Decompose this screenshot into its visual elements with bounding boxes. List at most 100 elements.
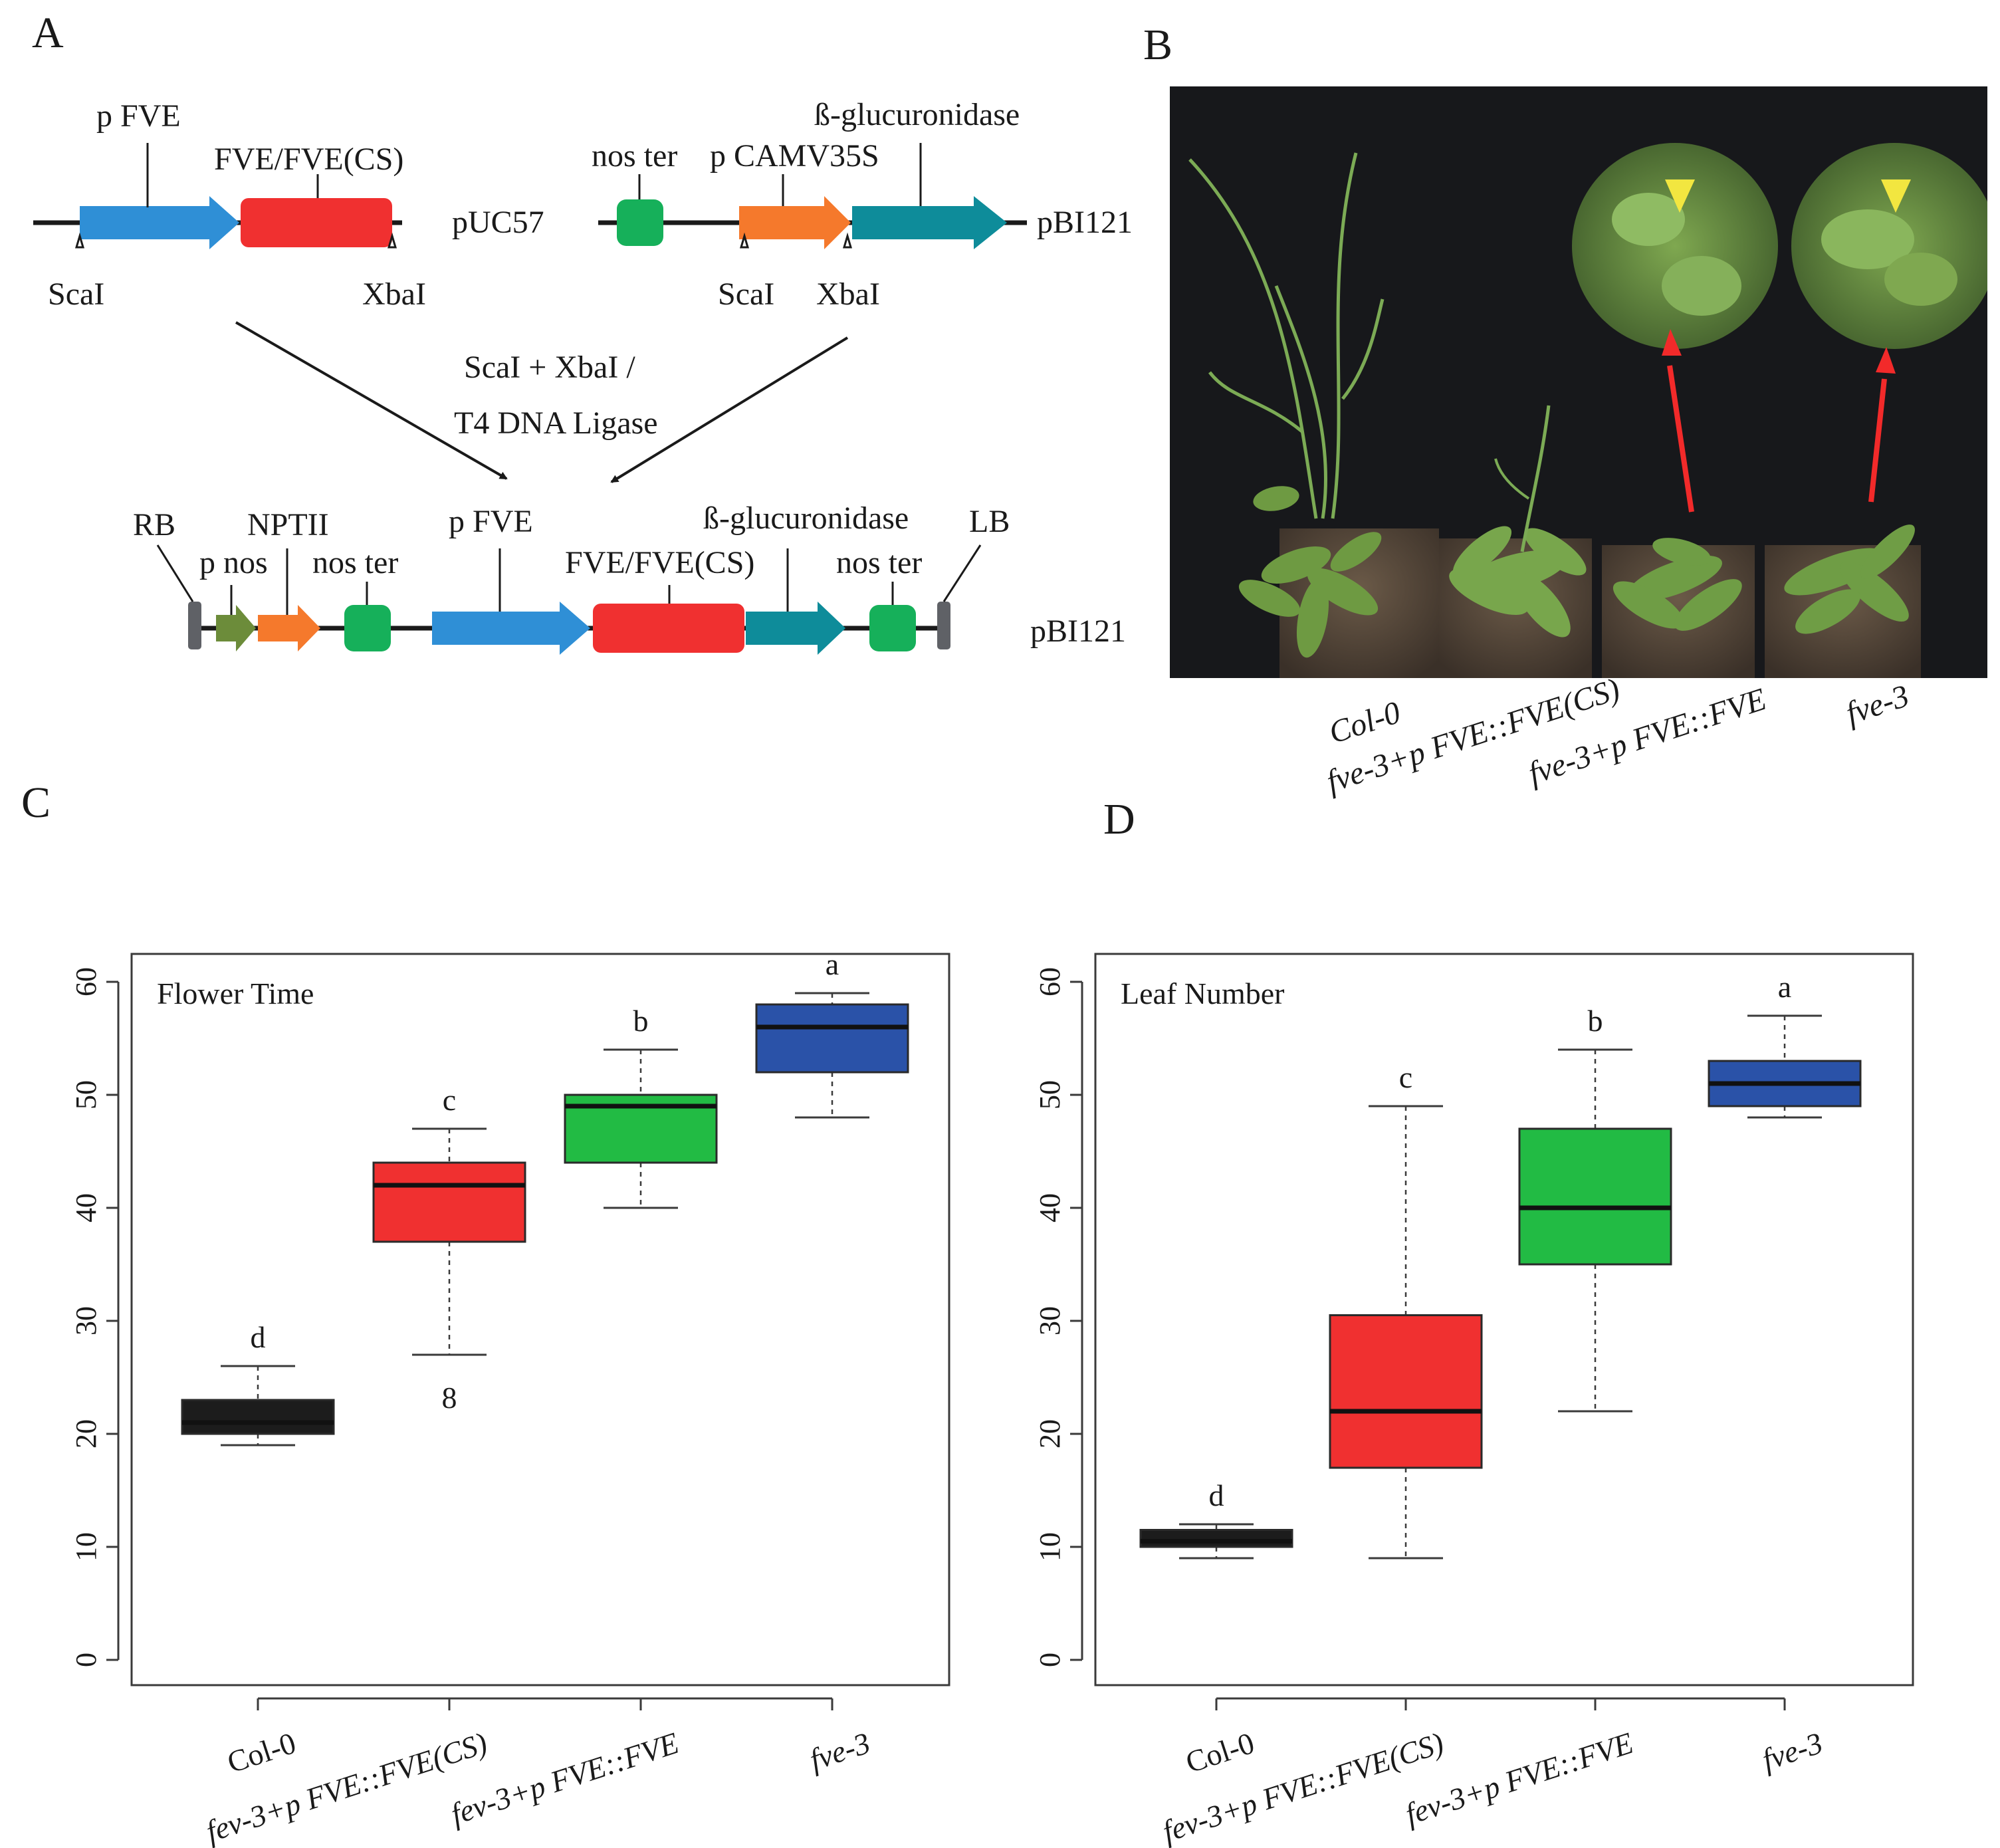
pfve-arrow (80, 196, 239, 249)
label-fve-gene-final: FVE/FVE(CS) (565, 545, 754, 580)
lb-border (937, 602, 950, 649)
box-iqr (372, 1161, 526, 1243)
label-gus-a: ß-glucuronidase (814, 97, 1020, 132)
yellow-arrow-1 (1665, 179, 1695, 213)
y-tick-label: 0 (1034, 1653, 1066, 1667)
label-nos-ter-1: nos ter (312, 545, 398, 580)
label-xbai-2: XbaI (816, 277, 880, 312)
plot-frame (130, 953, 950, 1686)
label-nos-ter-2: nos ter (836, 545, 922, 580)
red-arrow-1 (1667, 365, 1694, 513)
label-rb: RB (133, 507, 175, 542)
xbai-site-marker (387, 232, 397, 249)
label-vector-pbi121-final: pBI121 (1030, 614, 1126, 649)
red-arrow-2 (1868, 378, 1887, 503)
significance-letter: c (443, 1083, 456, 1117)
label-scai-1: ScaI (48, 277, 104, 312)
label-pcamv35s: p CAMV35S (710, 138, 879, 173)
outlier-label: 8 (442, 1381, 457, 1415)
fve-gene-box (241, 198, 392, 247)
chart-title: Leaf Number (1121, 977, 1285, 1010)
significance-letter: d (251, 1320, 266, 1354)
xbai-site-marker-2 (842, 232, 853, 249)
reaction-label-1: ScaI + XbaI / (464, 350, 635, 385)
x-tick-label: fve-3 (1758, 1726, 1827, 1777)
label-scai-2: ScaI (718, 277, 774, 312)
box-iqr (181, 1399, 335, 1435)
plant-photo (1170, 86, 1987, 678)
significance-letter: a (826, 947, 839, 981)
label-pfve: p FVE (96, 98, 181, 134)
nos-ter-box-1 (344, 605, 391, 651)
box-iqr (1139, 1529, 1293, 1548)
y-tick-label: 10 (70, 1532, 102, 1561)
ligation-arrow-left (235, 321, 508, 480)
panel-letter-c: C (21, 778, 51, 827)
plant-col0 (1188, 152, 1385, 519)
photo-label-col0: Col-0 (1325, 695, 1404, 751)
significance-letter: a (1778, 970, 1791, 1004)
panel-letter-b: B (1143, 21, 1173, 69)
gus-arrow-final (746, 602, 845, 655)
y-tick-label: 0 (70, 1653, 102, 1667)
box-iqr (755, 1003, 909, 1074)
x-tick-label: Col-0 (223, 1726, 300, 1780)
y-tick-label: 60 (1034, 967, 1066, 996)
construct-pbi121-final: RB p nos NPTII nos ter p FVE FVE/FVE(CS)… (133, 501, 1126, 655)
significance-letter: c (1399, 1060, 1412, 1094)
ligation-arrow-right (610, 336, 849, 483)
y-tick-label: 50 (70, 1080, 102, 1109)
nos-ter-box-2 (869, 605, 916, 651)
photo-genotype-labels: Col-0 fve-3+p FVE::FVE(CS) fve-3+p FVE::… (1322, 671, 1914, 800)
gus-arrow (852, 196, 1007, 249)
label-fve-gene: FVE/FVE(CS) (214, 142, 403, 177)
y-tick-label: 30 (1034, 1306, 1066, 1335)
y-tick-label: 20 (1034, 1419, 1066, 1448)
significance-letter: b (633, 1004, 649, 1038)
y-tick-label: 10 (1034, 1532, 1066, 1561)
scai-site-marker-2 (739, 232, 750, 249)
label-pfve-final: p FVE (449, 504, 533, 539)
label-xbai-1: XbaI (362, 277, 426, 312)
construct-pbi121-source: nos ter p CAMV35S ß-glucuronidase pBI121… (592, 97, 1133, 312)
nptii-arrow (258, 605, 320, 651)
y-tick-label: 30 (70, 1306, 102, 1335)
y-tick-label: 20 (70, 1419, 102, 1448)
label-vector-puc57: pUC57 (452, 205, 544, 240)
box-iqr (1329, 1314, 1483, 1469)
nos-ter-box (617, 199, 663, 246)
inset-fve3-fve (1572, 143, 1778, 349)
construct-puc57: p FVE FVE/FVE(CS) pUC57 ScaI XbaI (33, 98, 544, 312)
scai-site-marker (74, 232, 85, 249)
chart-title: Flower Time (157, 977, 314, 1010)
y-tick-label: 40 (1034, 1193, 1066, 1222)
photo-label-fve3: fve-3 (1842, 678, 1914, 731)
label-gus-final: ß-glucuronidase (703, 501, 909, 536)
pnos-arrow (216, 605, 256, 651)
fve-gene-box-final (593, 604, 744, 653)
inset-fve3 (1791, 143, 1987, 349)
y-tick-label: 60 (70, 967, 102, 996)
x-tick-label: Col-0 (1182, 1726, 1258, 1780)
label-vector-pbi121-a: pBI121 (1037, 205, 1133, 240)
y-tick-label: 40 (70, 1193, 102, 1222)
pcamv35s-arrow (739, 196, 851, 249)
label-lb: LB (969, 504, 1010, 539)
rb-border (188, 602, 201, 649)
construct-diagram: p FVE FVE/FVE(CS) pUC57 ScaI XbaI nos te… (33, 97, 1133, 655)
label-pnos: p nos (199, 545, 268, 580)
label-nptii: NPTII (247, 507, 329, 542)
y-tick-label: 50 (1034, 1080, 1066, 1109)
significance-letter: b (1588, 1004, 1603, 1038)
reaction-label-2: T4 DNA Ligase (454, 405, 658, 441)
x-tick-label: fve-3 (806, 1726, 874, 1777)
yellow-arrow-2 (1881, 179, 1911, 213)
significance-letter: d (1209, 1478, 1224, 1512)
plot-frame (1094, 953, 1914, 1686)
box-iqr (1518, 1127, 1672, 1266)
panel-letter-d: D (1103, 795, 1135, 844)
panel-letter-a: A (32, 9, 64, 57)
pfve-arrow-final (432, 602, 590, 655)
